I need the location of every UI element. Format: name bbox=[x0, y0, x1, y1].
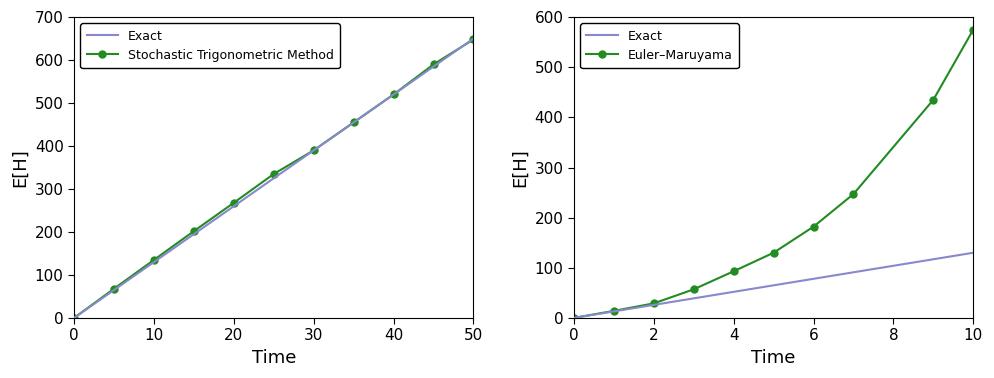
Stochastic Trigonometric Method bbox=[69, 316, 81, 320]
Stochastic Trigonometric Method bbox=[388, 92, 400, 97]
Euler–Maruyama bbox=[767, 251, 779, 255]
Stochastic Trigonometric Method bbox=[427, 62, 439, 67]
Line: Stochastic Trigonometric Method: Stochastic Trigonometric Method bbox=[71, 36, 477, 321]
Stochastic Trigonometric Method bbox=[148, 258, 160, 262]
Euler–Maruyama bbox=[568, 316, 580, 320]
Stochastic Trigonometric Method bbox=[308, 148, 320, 153]
Euler–Maruyama bbox=[608, 308, 620, 313]
Stochastic Trigonometric Method bbox=[108, 287, 120, 291]
Euler–Maruyama bbox=[927, 98, 939, 102]
Euler–Maruyama bbox=[688, 287, 700, 291]
Y-axis label: E[H]: E[H] bbox=[511, 148, 529, 187]
Line: Euler–Maruyama: Euler–Maruyama bbox=[571, 26, 977, 321]
Legend: Exact, Stochastic Trigonometric Method: Exact, Stochastic Trigonometric Method bbox=[81, 23, 340, 68]
X-axis label: Time: Time bbox=[251, 349, 296, 367]
Legend: Exact, Euler–Maruyama: Exact, Euler–Maruyama bbox=[580, 23, 739, 68]
Stochastic Trigonometric Method bbox=[467, 37, 479, 42]
Euler–Maruyama bbox=[728, 269, 740, 274]
Stochastic Trigonometric Method bbox=[228, 200, 240, 205]
Euler–Maruyama bbox=[648, 301, 660, 306]
Euler–Maruyama bbox=[848, 192, 860, 196]
Euler–Maruyama bbox=[807, 225, 819, 229]
Y-axis label: E[H]: E[H] bbox=[11, 148, 29, 187]
Stochastic Trigonometric Method bbox=[267, 172, 279, 176]
Euler–Maruyama bbox=[967, 27, 979, 32]
Stochastic Trigonometric Method bbox=[348, 120, 360, 125]
X-axis label: Time: Time bbox=[751, 349, 796, 367]
Stochastic Trigonometric Method bbox=[188, 229, 200, 233]
